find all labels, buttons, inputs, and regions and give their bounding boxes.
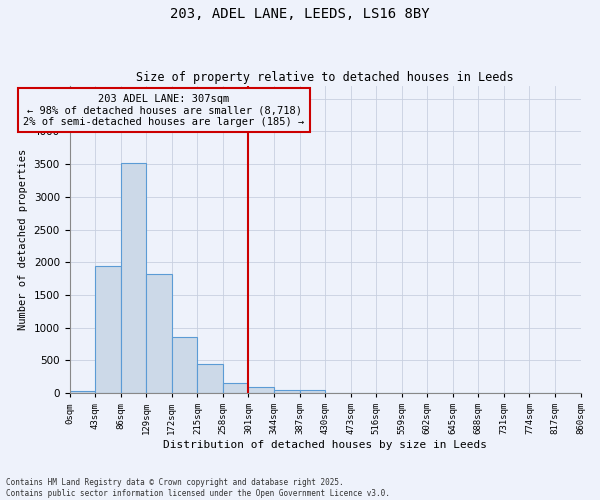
Bar xyxy=(121,163,146,393)
Bar xyxy=(223,382,248,393)
Bar xyxy=(172,337,197,393)
Bar xyxy=(299,390,325,393)
Y-axis label: Number of detached properties: Number of detached properties xyxy=(18,149,28,330)
Text: Contains HM Land Registry data © Crown copyright and database right 2025.
Contai: Contains HM Land Registry data © Crown c… xyxy=(6,478,390,498)
Bar xyxy=(95,266,121,393)
Text: 203, ADEL LANE, LEEDS, LS16 8BY: 203, ADEL LANE, LEEDS, LS16 8BY xyxy=(170,8,430,22)
Text: 203 ADEL LANE: 307sqm
← 98% of detached houses are smaller (8,718)
2% of semi-de: 203 ADEL LANE: 307sqm ← 98% of detached … xyxy=(23,94,305,126)
Bar xyxy=(197,364,223,393)
Bar xyxy=(70,391,95,393)
Title: Size of property relative to detached houses in Leeds: Size of property relative to detached ho… xyxy=(136,72,514,85)
X-axis label: Distribution of detached houses by size in Leeds: Distribution of detached houses by size … xyxy=(163,440,487,450)
Bar xyxy=(248,388,274,393)
Bar xyxy=(274,390,299,393)
Bar xyxy=(146,274,172,393)
